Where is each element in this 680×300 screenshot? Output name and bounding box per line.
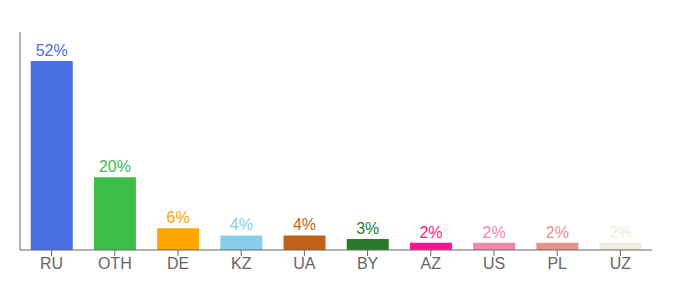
- svg-text:OTH: OTH: [98, 255, 132, 272]
- svg-text:US: US: [483, 255, 505, 272]
- svg-text:4%: 4%: [293, 216, 316, 233]
- svg-text:2%: 2%: [546, 224, 569, 241]
- svg-text:2%: 2%: [419, 224, 442, 241]
- svg-text:2%: 2%: [483, 224, 506, 241]
- svg-text:DE: DE: [167, 255, 189, 272]
- svg-text:UZ: UZ: [610, 255, 632, 272]
- svg-text:PL: PL: [547, 255, 567, 272]
- svg-text:3%: 3%: [356, 220, 379, 237]
- svg-text:2%: 2%: [609, 224, 632, 241]
- svg-text:6%: 6%: [167, 209, 190, 226]
- svg-text:52%: 52%: [36, 42, 68, 59]
- svg-text:BY: BY: [357, 255, 379, 272]
- svg-text:20%: 20%: [99, 158, 131, 175]
- svg-text:AZ: AZ: [421, 255, 442, 272]
- svg-text:4%: 4%: [230, 216, 253, 233]
- svg-text:KZ: KZ: [231, 255, 252, 272]
- svg-text:RU: RU: [40, 255, 63, 272]
- svg-text:UA: UA: [293, 255, 316, 272]
